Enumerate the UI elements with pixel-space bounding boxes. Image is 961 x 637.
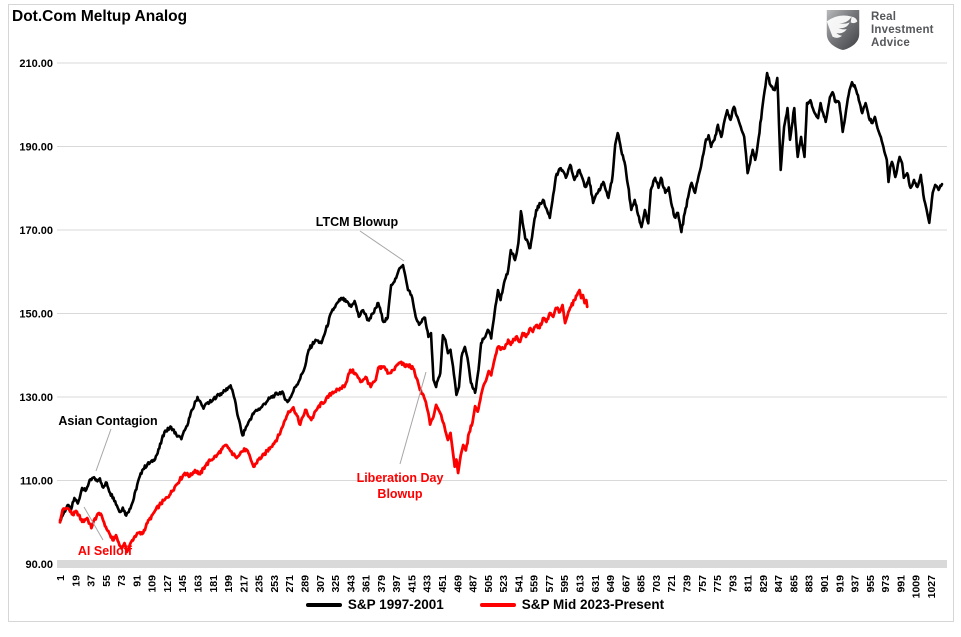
legend-label: S&P 1997-2001	[347, 597, 444, 612]
x-tick-label: 109	[147, 575, 159, 593]
y-tick-label: 210.00	[19, 58, 53, 70]
x-tick-label: 1027	[926, 575, 938, 599]
chart-title: Dot.Com Meltup Analog	[12, 8, 188, 25]
x-tick-label: 919	[834, 575, 846, 593]
annotation-label: Liberation Day Blowup	[357, 471, 444, 501]
y-tick-label: 90.00	[25, 559, 53, 571]
y-tick-label: 170.00	[19, 225, 53, 237]
x-tick-label: 541	[513, 575, 525, 593]
y-tick-label: 190.00	[19, 142, 53, 154]
x-tick-label: 883	[804, 575, 816, 593]
annotation-label: LTCM Blowup	[316, 215, 399, 229]
x-tick-label: 685	[636, 575, 648, 593]
x-tick-label: 595	[559, 575, 571, 593]
annotation-leader-line	[399, 371, 427, 465]
annotation-label: Asian Contagion	[58, 414, 157, 428]
x-tick-label: 343	[345, 575, 357, 593]
axis-labels: 90.00 110.00 130.00 150.00 170.00 190.00 210.0…	[19, 58, 938, 598]
x-tick-label: 505	[483, 575, 495, 593]
x-tick-label: 487	[468, 575, 480, 593]
x-tick-label: 757	[697, 575, 709, 593]
x-tick-label: 775	[712, 575, 724, 593]
x-tick-label: 235	[254, 575, 266, 593]
ria-eagle-icon	[826, 9, 860, 51]
x-tick-label: 253	[269, 575, 281, 593]
annotation-leader-line	[83, 506, 104, 541]
x-tick-label: 37	[86, 575, 98, 587]
x-tick-label: 271	[284, 575, 296, 593]
x-tick-label: 1	[55, 575, 67, 581]
x-tick-label: 19	[70, 575, 82, 587]
x-tick-label: 973	[880, 575, 892, 593]
annotation-leader-line	[95, 428, 112, 472]
x-tick-label: 811	[743, 575, 755, 592]
x-tick-label: 937	[850, 575, 862, 593]
x-tick-label: 649	[605, 575, 617, 593]
x-tick-label: 415	[406, 575, 418, 593]
x-tick-label: 163	[193, 575, 205, 593]
x-tick-label: 451	[437, 575, 449, 593]
x-tick-label: 793	[727, 575, 739, 593]
x-tick-label: 631	[590, 575, 602, 593]
x-tick-label: 559	[529, 575, 541, 593]
annotation-label: AI Selloff	[78, 544, 133, 558]
legend-label: S&P Mid 2023-Present	[521, 597, 665, 612]
annotation-leader-line	[359, 230, 405, 262]
x-tick-label: 991	[895, 575, 907, 593]
x-tick-label: 667	[620, 575, 632, 593]
logo-line-1: Real	[871, 10, 897, 23]
x-tick-label: 613	[575, 575, 587, 593]
logo-line-2: Investment	[871, 23, 934, 36]
legend-item-sp-1997-2001: S&P 1997-2001	[305, 597, 444, 612]
x-tick-label: 307	[315, 575, 327, 593]
x-tick-label: 145	[177, 575, 189, 593]
real-investment-advice-logo: Real Investment Advice	[822, 9, 934, 51]
x-axis-band	[57, 560, 947, 568]
x-tick-label: 181	[208, 575, 220, 593]
x-tick-label: 73	[116, 575, 128, 587]
x-tick-label: 91	[131, 575, 143, 587]
annotations: LTCM Blowup Asian Contagion AI Selloff Libe…	[58, 215, 443, 558]
legend-item-sp-mid-2023-present: S&P Mid 2023-Present	[479, 597, 665, 612]
x-tick-label: 199	[223, 575, 235, 593]
x-tick-label: 577	[544, 575, 556, 593]
gridlines	[57, 62, 947, 568]
y-tick-label: 110.00	[20, 476, 53, 488]
x-tick-label: 217	[238, 575, 250, 593]
x-tick-label: 703	[651, 575, 663, 593]
series-lines	[58, 71, 944, 554]
x-tick-label: 127	[162, 575, 174, 593]
x-tick-label: 721	[666, 575, 678, 593]
x-tick-label: 325	[330, 575, 342, 593]
x-tick-label: 397	[391, 575, 403, 593]
y-tick-label: 130.00	[19, 392, 53, 404]
x-tick-label: 523	[498, 575, 510, 593]
logo-line-3: Advice	[871, 36, 910, 49]
chart-legend: S&P 1997-2001 S&P Mid 2023-Present	[150, 597, 820, 612]
series-line-s-p-mid-2023-present	[58, 288, 589, 554]
x-tick-label: 829	[758, 575, 770, 593]
y-tick-label: 150.00	[19, 309, 53, 321]
x-tick-label: 289	[299, 575, 311, 593]
series-line-s-p-1997-2001	[58, 71, 944, 522]
x-tick-label: 955	[865, 575, 877, 593]
x-tick-label: 469	[452, 575, 464, 593]
x-tick-label: 379	[376, 575, 388, 593]
legend-swatch-red-line	[479, 602, 516, 607]
x-tick-label: 433	[422, 575, 434, 593]
x-tick-label: 865	[788, 575, 800, 593]
x-tick-label: 361	[361, 575, 373, 593]
x-tick-label: 739	[681, 575, 693, 593]
x-tick-label: 55	[101, 575, 113, 587]
x-tick-label: 1009	[911, 575, 923, 599]
x-tick-label: 901	[819, 575, 831, 593]
legend-swatch-black-line	[305, 602, 342, 607]
x-tick-label: 847	[773, 575, 785, 593]
